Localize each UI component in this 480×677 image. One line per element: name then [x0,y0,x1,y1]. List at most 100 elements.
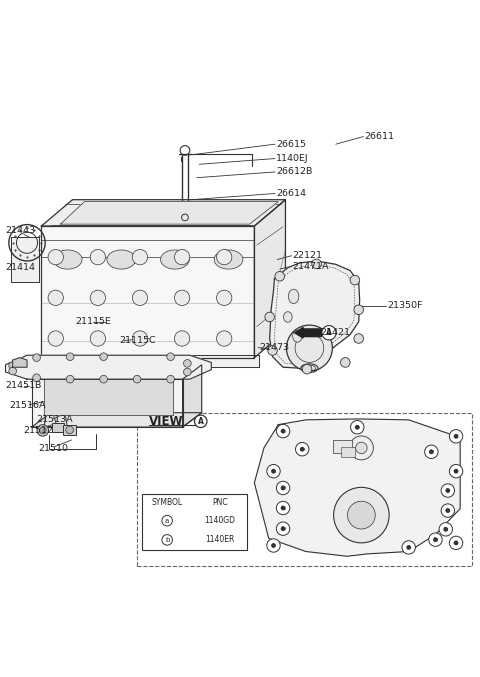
Circle shape [354,334,363,343]
Ellipse shape [214,250,243,269]
Polygon shape [36,355,259,367]
Text: a: a [165,518,169,524]
Polygon shape [270,261,360,368]
Text: 26615: 26615 [276,139,306,149]
Text: b: b [444,527,448,532]
Circle shape [90,250,106,265]
Circle shape [271,543,276,548]
Ellipse shape [160,250,189,269]
Text: 21512: 21512 [24,426,54,435]
Circle shape [281,506,286,510]
Text: a: a [454,540,458,546]
Text: 21115E: 21115E [75,318,111,326]
Text: 21421: 21421 [321,328,350,337]
Circle shape [300,447,305,452]
Circle shape [349,436,373,460]
Polygon shape [60,202,278,224]
Circle shape [334,487,389,543]
Text: 1140EJ: 1140EJ [276,154,309,163]
Circle shape [132,331,148,346]
Text: b: b [281,526,285,531]
Text: 1140GD: 1140GD [204,516,235,525]
Circle shape [133,375,141,383]
Circle shape [267,539,280,552]
Text: PNC: PNC [212,498,228,507]
Bar [52,423,64,432]
Polygon shape [41,226,254,357]
Polygon shape [254,419,460,556]
Text: SYMBOL: SYMBOL [152,498,183,507]
Circle shape [281,526,286,531]
Text: 26611: 26611 [364,132,395,141]
Circle shape [66,426,73,434]
Circle shape [444,527,448,531]
Circle shape [445,508,450,513]
Text: 22121: 22121 [293,251,323,260]
Text: b: b [446,488,450,493]
Text: 21513A: 21513A [36,416,73,424]
Circle shape [90,331,106,346]
Circle shape [267,464,280,478]
Bar [333,439,352,453]
Polygon shape [44,379,173,415]
Circle shape [216,331,232,346]
Text: 21516A: 21516A [9,401,46,410]
Ellipse shape [284,311,292,322]
Circle shape [39,427,46,434]
Text: a: a [454,434,458,439]
Circle shape [33,374,40,382]
Circle shape [449,430,463,443]
Circle shape [439,523,453,536]
Circle shape [340,357,350,367]
Circle shape [454,434,458,439]
Circle shape [66,375,74,383]
Text: 21473: 21473 [259,343,289,352]
Text: a: a [407,545,411,550]
Circle shape [100,375,108,383]
Text: a: a [454,468,458,474]
Circle shape [429,450,434,454]
Circle shape [449,464,463,478]
Circle shape [281,485,286,490]
Text: 21471A: 21471A [293,262,329,271]
Circle shape [302,364,312,374]
Circle shape [406,545,411,550]
Circle shape [429,533,442,546]
Text: b: b [300,447,304,452]
Circle shape [356,442,367,454]
Text: b: b [446,508,450,513]
Circle shape [445,488,450,493]
Circle shape [454,540,458,545]
Text: b: b [165,537,169,543]
Circle shape [216,290,232,305]
Circle shape [48,290,63,305]
Polygon shape [254,200,286,357]
Ellipse shape [53,250,82,269]
Polygon shape [32,413,202,427]
Text: 26612B: 26612B [276,167,312,177]
Circle shape [296,443,309,456]
Polygon shape [182,365,202,427]
Circle shape [425,445,438,458]
Circle shape [66,353,74,361]
Text: 21350F: 21350F [387,301,423,311]
Circle shape [167,353,174,361]
Circle shape [276,522,290,536]
Circle shape [271,468,276,474]
Circle shape [287,325,332,371]
Text: 1140ER: 1140ER [205,536,235,544]
FancyArrow shape [295,328,322,338]
Polygon shape [32,379,182,427]
Text: 21443: 21443 [5,226,36,236]
Text: b: b [281,506,285,510]
Ellipse shape [293,330,302,342]
Text: a: a [281,429,285,433]
Text: 21115C: 21115C [120,336,156,345]
Circle shape [9,367,16,375]
Text: a: a [272,468,276,474]
Circle shape [37,424,48,436]
Circle shape [162,515,172,526]
Circle shape [167,375,174,383]
Circle shape [174,250,190,265]
Text: a: a [355,424,359,430]
